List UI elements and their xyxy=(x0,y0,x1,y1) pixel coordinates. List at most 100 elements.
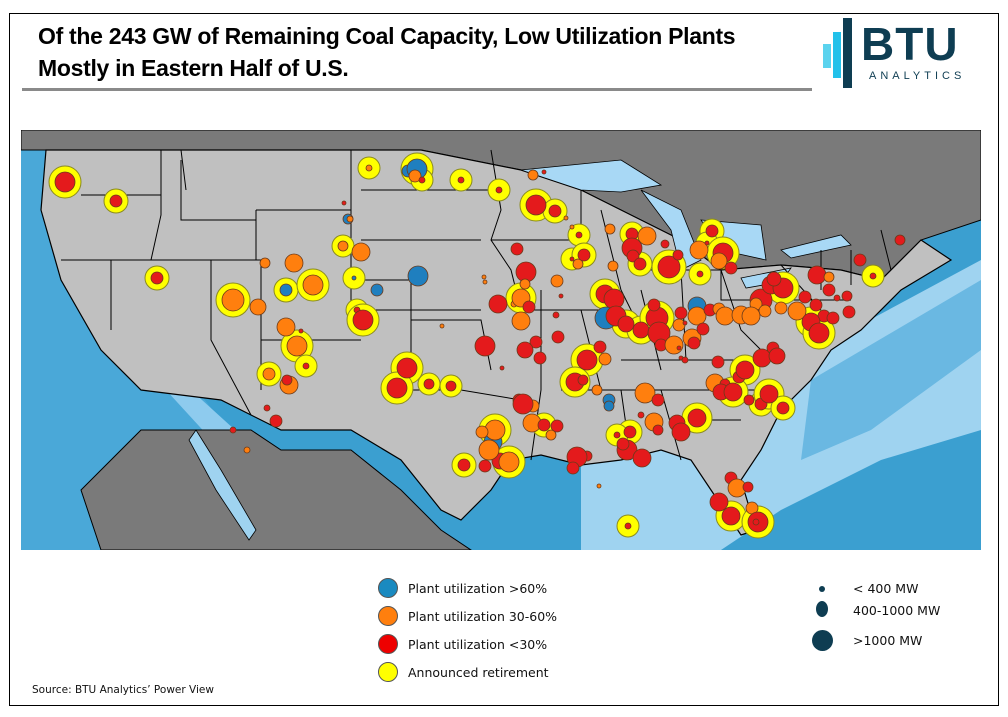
plant-marker xyxy=(652,424,664,436)
plant-marker xyxy=(671,422,691,442)
plant-marker xyxy=(823,271,835,283)
plant-marker xyxy=(418,176,426,184)
plant-marker xyxy=(150,271,164,285)
plant-marker xyxy=(721,506,741,526)
us-coal-plant-map xyxy=(21,130,981,550)
plant-marker xyxy=(808,322,830,344)
plant-marker xyxy=(774,301,788,315)
plant-marker xyxy=(511,311,531,331)
plant-marker xyxy=(743,394,755,406)
size-medium-dot-icon xyxy=(816,601,828,617)
size-small-dot-icon xyxy=(819,586,825,592)
plant-marker xyxy=(809,298,823,312)
plant-marker xyxy=(545,429,557,441)
plant-marker xyxy=(632,321,650,339)
plant-marker xyxy=(229,426,237,434)
logo-bar-icon xyxy=(823,44,831,68)
plant-marker xyxy=(269,414,283,428)
plant-marker xyxy=(298,328,304,334)
logo-bar-icon xyxy=(843,18,852,88)
plant-marker xyxy=(704,240,710,246)
plant-marker xyxy=(396,357,418,379)
plant-marker xyxy=(551,330,565,344)
plant-marker xyxy=(284,253,304,273)
legend-dot-icon xyxy=(378,606,398,626)
source-note: Source: BTU Analytics’ Power View xyxy=(32,684,214,696)
plant-marker xyxy=(841,290,853,302)
plant-marker xyxy=(527,169,539,181)
plant-marker xyxy=(724,261,738,275)
plant-marker xyxy=(495,186,503,194)
plant-marker xyxy=(488,294,508,314)
plant-marker xyxy=(752,518,760,526)
plant-marker xyxy=(617,315,635,333)
chart-title-line1: Of the 243 GW of Remaining Coal Capacity… xyxy=(38,23,736,49)
plant-marker xyxy=(423,378,435,390)
plant-marker xyxy=(660,239,670,249)
chart-title-line2: Mostly in Eastern Half of U.S. xyxy=(38,55,349,81)
legend-label: Plant utilization >60% xyxy=(408,580,548,596)
plant-marker xyxy=(352,309,374,331)
plant-marker xyxy=(533,351,547,365)
legend-item-mid-utilization: Plant utilization 30-60% xyxy=(378,606,557,626)
plant-marker xyxy=(696,322,710,336)
legend-dot-icon xyxy=(378,662,398,682)
plant-marker xyxy=(552,311,560,319)
plant-marker xyxy=(457,458,471,472)
plant-marker xyxy=(807,265,827,285)
plant-marker xyxy=(604,223,616,235)
plant-marker xyxy=(498,451,520,473)
plant-marker xyxy=(672,249,684,261)
plant-marker xyxy=(759,384,779,404)
plant-marker xyxy=(869,272,877,280)
logo-wordmark: BTU xyxy=(861,18,959,70)
plant-marker xyxy=(633,257,647,271)
legend-item-low-utilization: Plant utilization <30% xyxy=(378,634,547,654)
plant-marker xyxy=(243,446,251,454)
plant-marker xyxy=(109,194,123,208)
size-legend-small: < 400 MW xyxy=(853,581,919,596)
plant-marker xyxy=(603,400,615,412)
plant-marker xyxy=(407,265,429,287)
plant-marker xyxy=(478,439,500,461)
plant-marker xyxy=(522,300,536,314)
plant-marker xyxy=(346,215,354,223)
plant-marker xyxy=(664,335,684,355)
plant-marker xyxy=(525,194,547,216)
title-divider xyxy=(22,88,812,91)
plant-marker xyxy=(768,347,786,365)
plant-marker xyxy=(548,204,562,218)
plant-marker xyxy=(616,437,630,451)
btu-analytics-logo: BTU ANALYTICS xyxy=(823,18,973,88)
plant-marker xyxy=(478,459,492,473)
plant-marker xyxy=(593,340,607,354)
legend-label: Plant utilization <30% xyxy=(408,636,548,652)
plant-marker xyxy=(634,382,656,404)
plant-marker xyxy=(482,279,488,285)
plant-marker xyxy=(408,169,422,183)
plant-marker xyxy=(563,215,569,221)
plant-marker xyxy=(672,318,686,332)
plant-marker xyxy=(682,320,688,326)
plant-marker xyxy=(687,306,707,326)
plant-marker xyxy=(550,274,564,288)
legend-label: Announced retirement xyxy=(408,664,549,680)
legend-item-announced-retirement: Announced retirement xyxy=(378,662,549,682)
legend-dot-icon xyxy=(378,634,398,654)
plant-marker xyxy=(474,335,496,357)
plant-marker xyxy=(632,448,652,468)
plant-marker xyxy=(624,522,632,530)
plant-marker xyxy=(276,317,296,337)
plant-marker xyxy=(529,335,543,349)
plant-marker xyxy=(249,298,267,316)
plant-marker xyxy=(558,293,564,299)
plant-marker xyxy=(681,356,689,364)
plant-marker xyxy=(54,171,76,193)
plant-marker xyxy=(263,404,271,412)
plant-marker xyxy=(651,393,665,407)
plant-marker xyxy=(576,349,598,371)
plant-marker xyxy=(758,304,772,318)
plant-marker xyxy=(550,419,564,433)
plant-marker xyxy=(647,298,661,312)
plant-marker xyxy=(481,274,487,280)
